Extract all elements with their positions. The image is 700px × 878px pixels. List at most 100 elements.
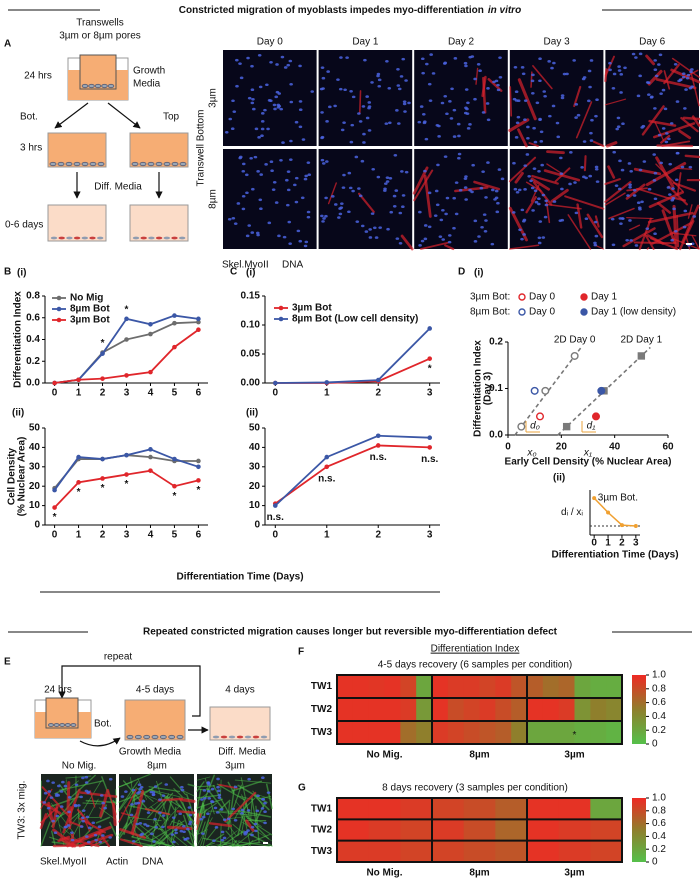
legend-swatch (518, 308, 526, 316)
nucleus (464, 64, 468, 68)
y-tick-label: 0 (34, 520, 40, 531)
data-point (100, 376, 105, 381)
nucleus (233, 222, 238, 225)
nucleus (444, 212, 448, 216)
nucleus (574, 103, 579, 106)
micrograph (223, 149, 317, 249)
fiber (423, 174, 432, 218)
fiber (231, 780, 263, 792)
heatmap-cell (432, 798, 465, 820)
heatmap-cell (495, 721, 512, 745)
data-point (375, 377, 381, 383)
legend-label: 8µm Bot (70, 304, 110, 315)
fiber (545, 203, 582, 210)
nucleus (689, 70, 693, 74)
fiber (179, 798, 196, 803)
nucleus (86, 840, 91, 844)
stain-label: Skel.MyoII (222, 260, 269, 271)
nucleus (287, 220, 292, 224)
nucleus (261, 797, 266, 801)
nucleus (490, 242, 495, 246)
offset-label: x₀ (526, 448, 536, 459)
nucleus (442, 62, 447, 65)
nucleus (247, 96, 252, 100)
nucleus (149, 790, 154, 794)
nucleus (532, 126, 536, 130)
nucleus (277, 234, 281, 238)
row-label: TW3 (311, 727, 333, 738)
nucleus (364, 230, 369, 233)
data-point (324, 464, 330, 470)
nucleus (324, 196, 328, 200)
nucleus (260, 134, 264, 137)
nucleus (306, 161, 311, 164)
nucleus (590, 118, 594, 122)
fiber (420, 241, 449, 250)
nucleus (653, 197, 658, 201)
cell (244, 735, 252, 739)
nucleus (543, 94, 547, 98)
series-line (54, 314, 199, 384)
nucleus (46, 806, 51, 810)
fiber (680, 116, 699, 133)
nucleus (293, 183, 297, 187)
fiber (253, 794, 270, 811)
fiber (218, 830, 238, 846)
nucleus (99, 794, 104, 797)
nucleus (428, 99, 433, 102)
data-point (52, 380, 57, 386)
x-tick-label: 2 (619, 538, 625, 549)
panel-sublabel: (i) (17, 268, 26, 279)
fiber (236, 830, 255, 846)
nucleus (572, 59, 576, 62)
nucleus (274, 201, 279, 204)
nucleus (241, 194, 246, 198)
heatmap-border (336, 797, 623, 863)
nucleus (537, 241, 542, 245)
nucleus (298, 239, 303, 243)
nucleus (392, 194, 397, 198)
nucleus (485, 102, 490, 105)
nucleus (171, 816, 176, 819)
nucleus (615, 127, 620, 131)
nucleus (530, 186, 535, 190)
cell (159, 734, 167, 740)
nucleus (257, 53, 262, 57)
nucleus (202, 789, 207, 792)
label: Diff. Media (94, 182, 142, 193)
nucleus (258, 198, 263, 202)
fiber (604, 180, 632, 203)
fiber (237, 841, 270, 847)
nucleus (520, 237, 524, 241)
heatmap-cell (337, 798, 370, 820)
nucleus (326, 70, 330, 73)
data-point (76, 454, 81, 460)
nucleus (216, 785, 220, 789)
nucleus (514, 99, 519, 102)
fiber (218, 783, 238, 790)
nucleus (240, 808, 245, 812)
y-tick-label: 0.0 (26, 378, 40, 389)
nucleus (401, 57, 406, 61)
data-point (148, 468, 153, 473)
nucleus (457, 152, 462, 156)
nucleus (94, 838, 98, 842)
nucleus (569, 151, 573, 154)
nucleus (174, 828, 178, 832)
nucleus (260, 120, 265, 123)
significance-label: n.s. (267, 512, 284, 523)
nucleus (129, 813, 134, 817)
cell (148, 236, 155, 240)
x-tick-label: 0 (505, 442, 511, 453)
nucleus (206, 789, 211, 793)
fiber (169, 776, 187, 796)
nucleus (250, 64, 254, 68)
nucleus (345, 56, 349, 59)
heatmap-cell (590, 798, 623, 820)
nucleus (254, 127, 259, 131)
nucleus (260, 807, 265, 810)
nucleus (253, 155, 258, 159)
fiber (200, 821, 206, 834)
nucleus (365, 95, 369, 98)
nucleus (580, 166, 584, 169)
